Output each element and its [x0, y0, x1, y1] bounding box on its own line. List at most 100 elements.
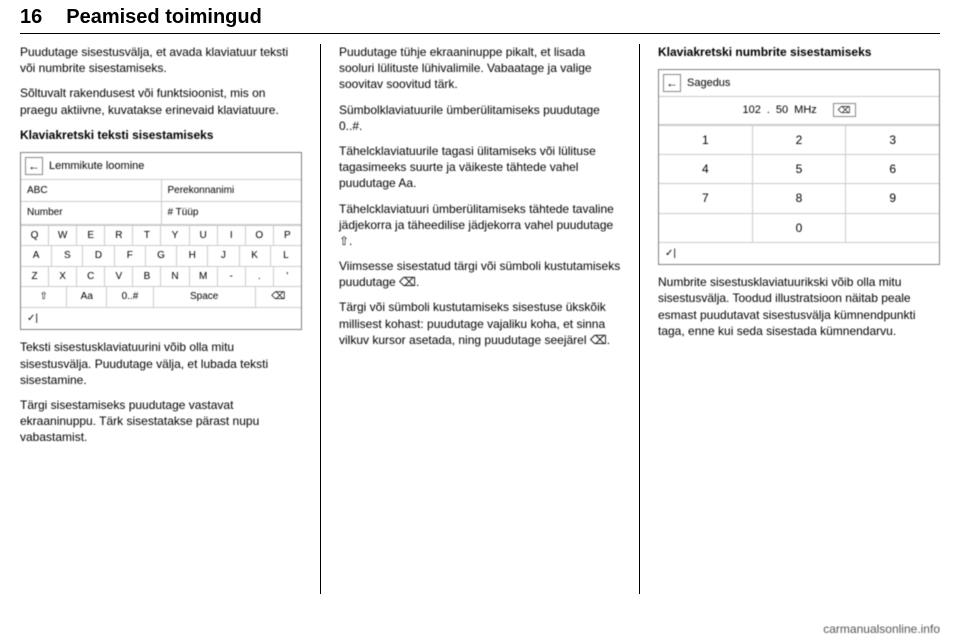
- keyboard-title: Lemmikute loomine: [49, 159, 144, 174]
- key[interactable]: I: [218, 225, 246, 246]
- key[interactable]: A: [21, 245, 52, 266]
- key[interactable]: H: [177, 245, 208, 266]
- num-key[interactable]: 6: [846, 154, 939, 183]
- freq-unit: MHz: [794, 103, 817, 118]
- key[interactable]: M: [190, 266, 218, 287]
- key[interactable]: C: [77, 266, 105, 287]
- key[interactable]: G: [146, 245, 177, 266]
- paragraph: Tähelcklaviatuurile tagasi ülitamiseks v…: [339, 143, 621, 192]
- keypad-title-row: ← Sagedus: [659, 70, 939, 97]
- subheading: Klaviakretski numbrite sisestamiseks: [658, 44, 940, 60]
- page: 16 Peamised toimingud Puudutage sisestus…: [0, 0, 960, 642]
- paragraph: Viimsesse sisestatud tärgi või sümboli k…: [339, 258, 621, 290]
- symbols-key[interactable]: 0..#: [107, 287, 153, 307]
- footer-url: carmanualsonline.info: [823, 622, 940, 636]
- key-row: Z X C V B N M - . ': [21, 266, 301, 287]
- num-key[interactable]: 0: [753, 213, 847, 242]
- shift-key[interactable]: ⇧: [21, 287, 67, 307]
- subheading: Klaviakretski teksti sisestamiseks: [20, 127, 302, 143]
- key[interactable]: W: [49, 225, 77, 246]
- key[interactable]: E: [77, 225, 105, 246]
- key[interactable]: Q: [21, 225, 49, 246]
- page-number: 16: [20, 6, 42, 29]
- key[interactable]: X: [49, 266, 77, 287]
- key[interactable]: ': [274, 266, 301, 287]
- chapter-title: Peamised toimingud: [66, 6, 262, 29]
- column-3: Klaviakretski numbrite sisestamiseks ← S…: [658, 44, 940, 594]
- paragraph: Sümbolklaviatuurile ümberülitamiseks puu…: [339, 102, 621, 134]
- num-key[interactable]: 1: [659, 125, 753, 154]
- num-key: [846, 213, 939, 242]
- field-type[interactable]: # Tüüp: [162, 202, 302, 224]
- key-row: Q W E R T Y U I O P: [21, 225, 301, 246]
- keyboard-bottom-row: ⇧ Aa 0..# Space ⌫: [21, 286, 301, 307]
- space-key[interactable]: Space: [154, 287, 256, 307]
- key[interactable]: F: [115, 245, 146, 266]
- keyboard-keys: Q W E R T Y U I O P A S D: [21, 225, 301, 287]
- key[interactable]: J: [208, 245, 239, 266]
- keypad-row: 4 5 6: [659, 154, 939, 183]
- page-header: 16 Peamised toimingud: [0, 0, 960, 29]
- column-divider: [320, 44, 321, 594]
- freq-dec: 50: [776, 103, 788, 118]
- paragraph: Sõltuvalt rakendusest või funktsioonist,…: [20, 85, 302, 117]
- key[interactable]: .: [246, 266, 274, 287]
- keypad-screenshot: ← Sagedus 102 . 50 MHz ⌫ 1 2 3: [658, 69, 940, 265]
- key[interactable]: N: [161, 266, 189, 287]
- num-key: [659, 213, 753, 242]
- field-surname[interactable]: Perekonnanimi: [162, 180, 302, 202]
- num-key[interactable]: 8: [753, 183, 847, 212]
- keypad-title: Sagedus: [687, 76, 730, 91]
- num-key[interactable]: 4: [659, 154, 753, 183]
- frequency-display: 102 . 50 MHz ⌫: [659, 97, 939, 125]
- keypad-row: 1 2 3: [659, 125, 939, 154]
- field-number[interactable]: Number: [21, 202, 162, 224]
- key[interactable]: P: [274, 225, 301, 246]
- key[interactable]: S: [52, 245, 83, 266]
- paragraph: Puudutage sisestusvälja, et avada klavia…: [20, 44, 302, 76]
- key[interactable]: L: [271, 245, 301, 266]
- back-icon[interactable]: ←: [25, 157, 43, 175]
- key[interactable]: Z: [21, 266, 49, 287]
- key-row: A S D F G H J K L: [21, 245, 301, 266]
- num-key[interactable]: 3: [846, 125, 939, 154]
- keypad-row: 7 8 9: [659, 183, 939, 212]
- column-1: Puudutage sisestusvälja, et avada klavia…: [20, 44, 302, 594]
- back-icon[interactable]: ←: [663, 74, 681, 92]
- keypad-ok-row: ✓|: [659, 242, 939, 265]
- key[interactable]: T: [133, 225, 161, 246]
- key[interactable]: -: [218, 266, 246, 287]
- key[interactable]: O: [246, 225, 274, 246]
- field-abc[interactable]: ABC: [21, 180, 162, 202]
- freq-int: 102: [742, 103, 760, 118]
- key[interactable]: K: [240, 245, 271, 266]
- keypad-row: 0: [659, 213, 939, 242]
- paragraph: Numbrite sisestusklaviatuurikski võib ol…: [658, 274, 940, 339]
- key[interactable]: V: [105, 266, 133, 287]
- freq-dot: .: [767, 103, 770, 118]
- field-row: ABC Perekonnanimi: [21, 180, 301, 203]
- columns: Puudutage sisestusvälja, et avada klavia…: [0, 34, 960, 594]
- ok-key[interactable]: ✓|: [659, 243, 939, 265]
- backspace-key[interactable]: ⌫: [256, 287, 301, 307]
- keyboard-ok-row: ✓|: [21, 307, 301, 330]
- column-divider: [639, 44, 640, 594]
- keyboard-screenshot: ← Lemmikute loomine ABC Perekonnanimi Nu…: [20, 152, 302, 331]
- key[interactable]: D: [83, 245, 114, 266]
- key[interactable]: Y: [161, 225, 189, 246]
- key[interactable]: U: [190, 225, 218, 246]
- num-key[interactable]: 9: [846, 183, 939, 212]
- keypad-grid: 1 2 3 4 5 6 7 8 9: [659, 125, 939, 242]
- num-key[interactable]: 2: [753, 125, 847, 154]
- keyboard-fields: ABC Perekonnanimi Number # Tüüp: [21, 180, 301, 225]
- aa-key[interactable]: Aa: [67, 287, 107, 307]
- num-key[interactable]: 7: [659, 183, 753, 212]
- backspace-icon[interactable]: ⌫: [833, 103, 856, 117]
- ok-key[interactable]: ✓|: [21, 308, 301, 330]
- num-key[interactable]: 5: [753, 154, 847, 183]
- key[interactable]: B: [133, 266, 161, 287]
- key[interactable]: R: [105, 225, 133, 246]
- field-row: Number # Tüüp: [21, 202, 301, 225]
- paragraph: Tähelcklaviatuuri ümberülitamiseks tähte…: [339, 201, 621, 250]
- keyboard-title-row: ← Lemmikute loomine: [21, 153, 301, 180]
